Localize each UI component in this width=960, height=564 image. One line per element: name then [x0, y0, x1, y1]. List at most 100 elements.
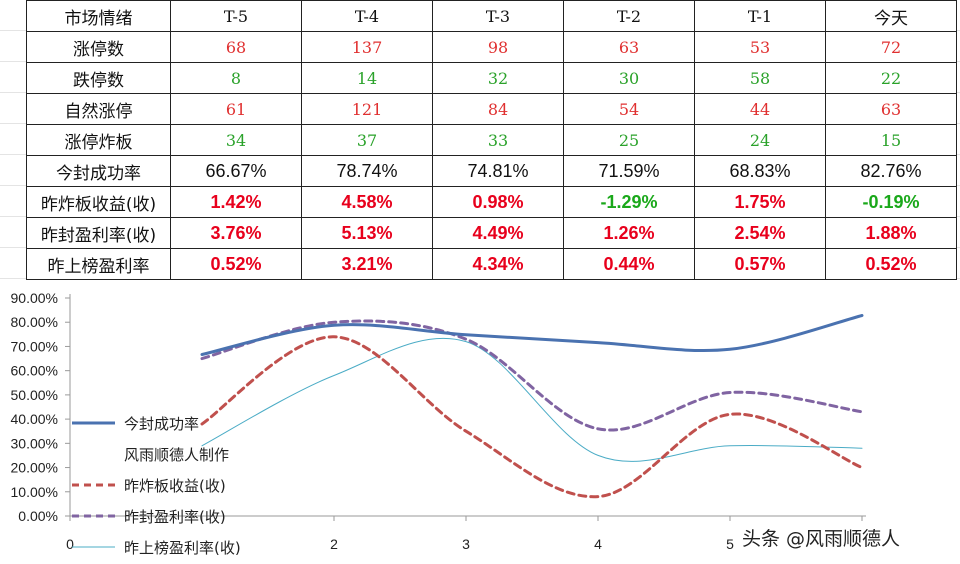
series-line-2 [200, 319, 864, 432]
row-label: 自然涨停 [26, 93, 171, 125]
y-tick-label: 60.00% [11, 363, 58, 379]
market-sentiment-table: 市场情绪 T-5 T-4 T-3 T-2 T-1 今天 涨停数 68 137 98 63 53 72 跌停数… [26, 0, 957, 280]
value-cell: 84 [432, 93, 564, 125]
value-cell: 34 [170, 124, 302, 156]
value-cell: 71.59% [563, 155, 695, 187]
row-label: 昨炸板收益(收) [26, 186, 171, 218]
header-day-cell: T-2 [563, 0, 695, 32]
value-cell: 0.52% [170, 248, 302, 280]
value-cell: 68.83% [694, 155, 826, 187]
watermark-text: 头条 @风雨顺德人 [742, 528, 901, 550]
y-tick-label: 40.00% [11, 411, 58, 427]
legend-label: 昨封盈利率(收) [124, 508, 226, 526]
value-cell: 137 [301, 31, 433, 63]
row-label: 昨封盈利率(收) [26, 217, 171, 249]
table-row: 涨停数 68 137 98 63 53 72 [26, 31, 957, 63]
row-label: 昨上榜盈利率 [26, 248, 171, 280]
table-row: 昨上榜盈利率 0.52% 3.21% 4.34% 0.44% 0.57% 0.52% [26, 248, 957, 280]
y-tick-label: 10.00% [11, 484, 58, 500]
value-cell: 58 [694, 62, 826, 94]
value-cell: 44 [694, 93, 826, 125]
x-tick-label: 4 [594, 536, 602, 552]
value-cell: 33 [432, 124, 564, 156]
series-line-1 [200, 335, 864, 499]
header-day-cell: T-3 [432, 0, 564, 32]
legend-label: 昨炸板收益(收) [124, 477, 226, 495]
value-cell: 0.52% [825, 248, 957, 280]
legend-label: 昨上榜盈利率(收) [124, 539, 241, 557]
value-cell: 78.74% [301, 155, 433, 187]
value-cell: 53 [694, 31, 826, 63]
header-day-cell: T-1 [694, 0, 826, 32]
value-cell: 0.98% [432, 186, 564, 218]
row-label: 涨停数 [26, 31, 171, 63]
value-cell: -0.19% [825, 186, 957, 218]
spreadsheet-area: 市场情绪 T-5 T-4 T-3 T-2 T-1 今天 涨停数 68 137 98 63 53 72 跌停数… [0, 0, 960, 282]
value-cell: 22 [825, 62, 957, 94]
x-tick-label: 3 [462, 536, 470, 552]
table-row: 自然涨停 61 121 84 54 44 63 [26, 93, 957, 125]
value-cell: 63 [825, 93, 957, 125]
value-cell: 14 [301, 62, 433, 94]
value-cell: 1.75% [694, 186, 826, 218]
header-day-cell: T-4 [301, 0, 433, 32]
x-tick-label: 2 [330, 536, 338, 552]
table-row: 今封成功率 66.67% 78.74% 74.81% 71.59% 68.83% 82.76… [26, 155, 957, 187]
header-label-cell: 市场情绪 [26, 0, 171, 32]
value-cell: 25 [563, 124, 695, 156]
y-tick-label: 20.00% [11, 460, 58, 476]
value-cell: 3.21% [301, 248, 433, 280]
header-day-cell: T-5 [170, 0, 302, 32]
value-cell: 4.34% [432, 248, 564, 280]
row-label: 跌停数 [26, 62, 171, 94]
y-tick-label: 70.00% [11, 338, 58, 354]
value-cell: 82.76% [825, 155, 957, 187]
value-cell: 54 [563, 93, 695, 125]
value-cell: 1.42% [170, 186, 302, 218]
value-cell: 98 [432, 31, 564, 63]
x-tick-label: 0 [66, 536, 74, 552]
value-cell: 37 [301, 124, 433, 156]
value-cell: 72 [825, 31, 957, 63]
x-tick-label: 5 [726, 536, 734, 552]
value-cell: 5.13% [301, 217, 433, 249]
value-cell: 24 [694, 124, 826, 156]
value-cell: 0.44% [563, 248, 695, 280]
value-cell: 1.88% [825, 217, 957, 249]
value-cell: 4.49% [432, 217, 564, 249]
value-cell: 61 [170, 93, 302, 125]
value-cell: 74.81% [432, 155, 564, 187]
y-tick-label: 90.00% [11, 290, 58, 306]
sentiment-line-chart: 0.00% 10.00% 20.00% 30.00% 40.00% 50.00% 60.00… [11, 290, 866, 557]
row-label: 涨停炸板 [26, 124, 171, 156]
legend-extra-text: 风雨顺德人制作 [124, 446, 229, 464]
y-tick-label: 30.00% [11, 435, 58, 451]
series-line-3 [201, 337, 863, 462]
row-label: 今封成功率 [26, 155, 171, 187]
value-cell: 30 [563, 62, 695, 94]
value-cell: 63 [563, 31, 695, 63]
value-cell: 66.67% [170, 155, 302, 187]
value-cell: 32 [432, 62, 564, 94]
value-cell: 8 [170, 62, 302, 94]
table-row: 涨停炸板 34 37 33 25 24 15 [26, 124, 957, 156]
header-day-cell: 今天 [825, 0, 957, 32]
y-tick-label: 80.00% [11, 314, 58, 330]
value-cell: 0.57% [694, 248, 826, 280]
series-line-0 [200, 314, 864, 357]
value-cell: 68 [170, 31, 302, 63]
value-cell: 2.54% [694, 217, 826, 249]
legend-label: 今封成功率 [124, 415, 199, 433]
value-cell: 121 [301, 93, 433, 125]
y-tick-label: 50.00% [11, 387, 58, 403]
table-row: 昨炸板收益(收) 1.42% 4.58% 0.98% -1.29% 1.75% -0.19% [26, 186, 957, 218]
table-row: 昨封盈利率(收) 3.76% 5.13% 4.49% 1.26% 2.54% 1.88% [26, 217, 957, 249]
header-row: 市场情绪 T-5 T-4 T-3 T-2 T-1 今天 [26, 0, 957, 32]
y-tick-label: 0.00% [18, 508, 58, 524]
value-cell: -1.29% [563, 186, 695, 218]
table-row: 跌停数 8 14 32 30 58 22 [26, 62, 957, 94]
value-cell: 3.76% [170, 217, 302, 249]
value-cell: 4.58% [301, 186, 433, 218]
value-cell: 1.26% [563, 217, 695, 249]
value-cell: 15 [825, 124, 957, 156]
